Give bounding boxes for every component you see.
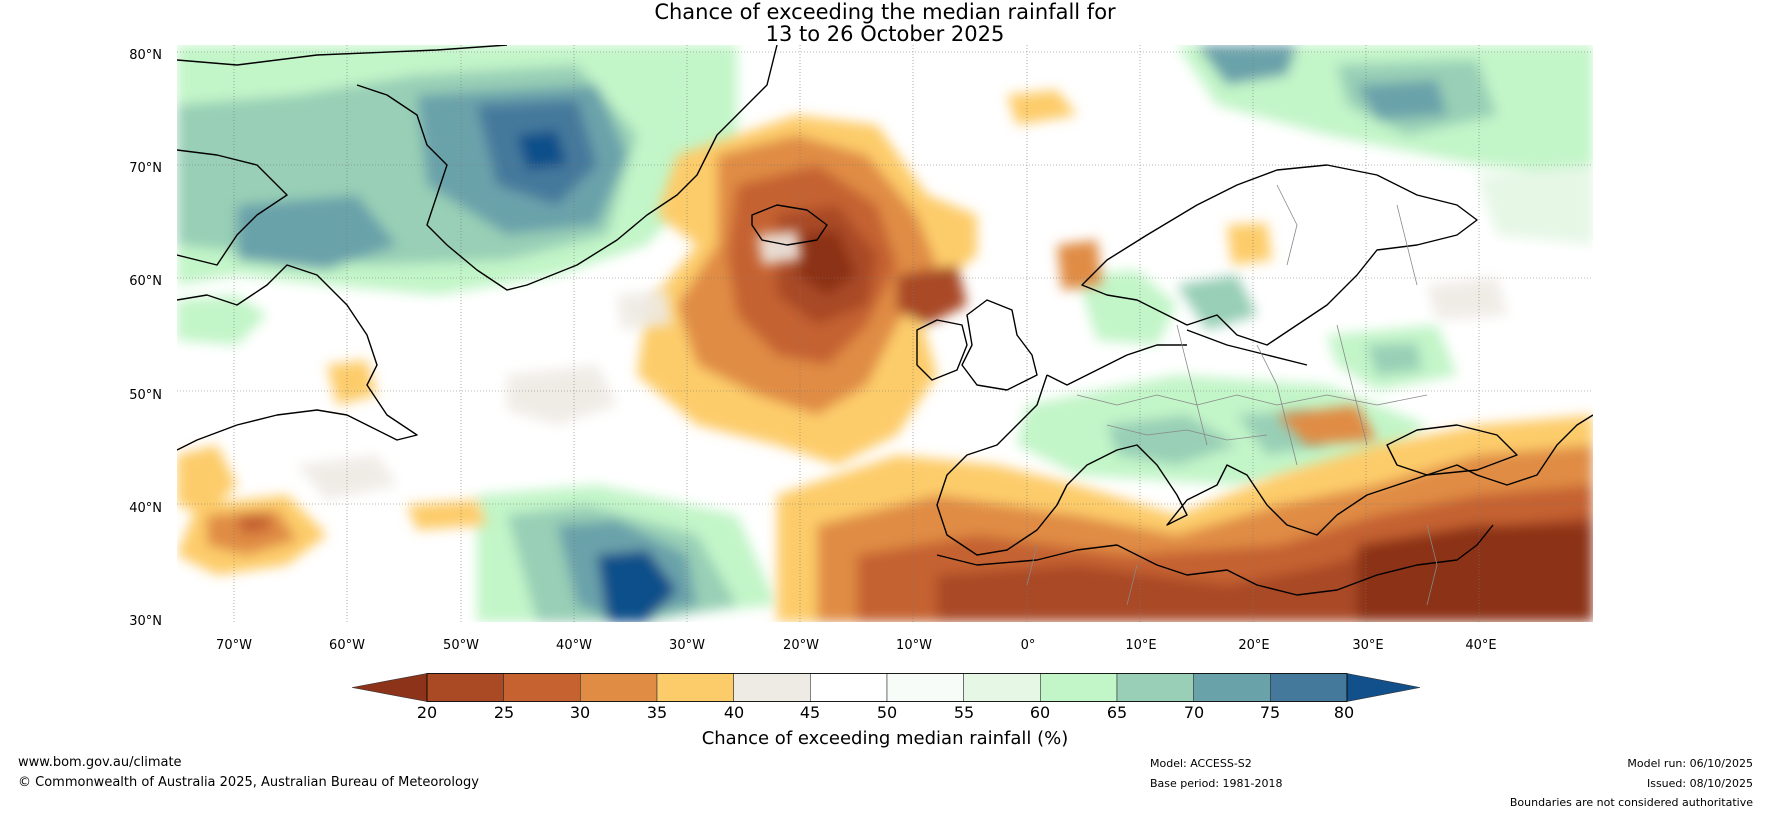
colorbar-tick-55: 55 — [953, 703, 975, 722]
rainfall-probability-map — [177, 45, 1593, 622]
near-normal-regions — [297, 230, 1507, 500]
map-title-line1: Chance of exceeding the median rainfall … — [654, 0, 1116, 24]
map-title-line2: 13 to 26 October 2025 — [765, 22, 1005, 46]
baltic-coast — [1186, 329, 1308, 366]
colorbar-tick-50: 50 — [876, 703, 898, 722]
lat-label-80n: 80°N — [129, 48, 162, 63]
footer-copyright: © Commonwealth of Australia 2025, Austra… — [18, 775, 479, 790]
lon-label-50w: 50°W — [443, 638, 479, 653]
iceland-coast — [751, 204, 828, 246]
colorbar-tick-30: 30 — [569, 703, 591, 722]
colorbar-tick-60: 60 — [1029, 703, 1051, 722]
footer-model: Model: ACCESS-S2 — [1150, 757, 1252, 770]
colorbar-tick-40: 40 — [723, 703, 745, 722]
black-sea-coast — [1386, 424, 1518, 476]
colorbar-tick-35: 35 — [646, 703, 668, 722]
lon-label-10w: 10°W — [896, 638, 932, 653]
lon-label-30e: 30°E — [1352, 638, 1384, 653]
footer-disclaimer: Boundaries are not considered authoritat… — [1509, 796, 1753, 809]
map-svg — [177, 45, 1593, 622]
britain-coast — [961, 299, 1038, 391]
colorbar-tick-70: 70 — [1183, 703, 1205, 722]
lon-label-0: 0° — [1020, 638, 1036, 653]
colorbar-swatch — [886, 673, 964, 702]
colorbar-swatch — [1040, 673, 1118, 702]
colorbar-swatch — [963, 673, 1041, 702]
colorbar-swatch — [426, 673, 504, 702]
colorbar-swatch — [503, 673, 581, 702]
footer-url: www.bom.gov.au/climate — [18, 755, 182, 770]
lon-label-40w: 40°W — [556, 638, 592, 653]
country-borders — [1026, 184, 1438, 606]
colorbar — [352, 673, 1420, 702]
lon-label-70w: 70°W — [216, 638, 252, 653]
lat-label-60n: 60°N — [129, 274, 162, 289]
colorbar-swatch — [656, 673, 734, 702]
lon-label-10e: 10°E — [1125, 638, 1157, 653]
coastlines — [177, 45, 1593, 596]
colorbar-tick-25: 25 — [493, 703, 515, 722]
footer-model-run: Model run: 06/10/2025 — [1627, 757, 1753, 770]
baffin-labrador-coast — [177, 149, 418, 451]
lon-label-20e: 20°E — [1238, 638, 1270, 653]
colorbar-tick-20: 20 — [416, 703, 438, 722]
wet-anomaly-regions — [177, 45, 1593, 622]
colorbar-swatch — [1193, 673, 1271, 702]
colorbar-swatch — [1116, 673, 1194, 702]
lat-label-50n: 50°N — [129, 388, 162, 403]
colorbar-tick-80: 80 — [1333, 703, 1355, 722]
colorbar-tick-45: 45 — [799, 703, 821, 722]
colorbar-swatch — [810, 673, 888, 702]
continental-europe-coast — [936, 344, 1593, 556]
lon-label-20w: 20°W — [783, 638, 819, 653]
colorbar-swatch — [733, 673, 811, 702]
colorbar-extend-low — [352, 673, 428, 702]
dry-anomaly-regions — [177, 90, 1593, 622]
greenland-coast — [177, 45, 778, 291]
lon-label-60w: 60°W — [329, 638, 365, 653]
colorbar-tick-75: 75 — [1259, 703, 1281, 722]
lat-label-30n: 30°N — [129, 614, 162, 629]
lat-label-40n: 40°N — [129, 501, 162, 516]
footer-issued: Issued: 08/10/2025 — [1646, 777, 1753, 790]
colorbar-swatches — [352, 673, 1420, 702]
lon-label-30w: 30°W — [669, 638, 705, 653]
ireland-coast — [916, 319, 968, 381]
colorbar-tick-65: 65 — [1106, 703, 1128, 722]
colorbar-swatch — [1270, 673, 1348, 702]
colorbar-title: Chance of exceeding median rainfall (%) — [701, 728, 1069, 749]
north-africa-coast — [936, 524, 1494, 596]
lat-label-70n: 70°N — [129, 161, 162, 176]
scandinavia-coast — [1081, 164, 1478, 346]
graticule — [177, 45, 1593, 622]
colorbar-extend-high — [1346, 673, 1420, 702]
footer-base-period: Base period: 1981-2018 — [1150, 777, 1283, 790]
colorbar-swatch — [580, 673, 658, 702]
lon-label-40e: 40°E — [1465, 638, 1497, 653]
